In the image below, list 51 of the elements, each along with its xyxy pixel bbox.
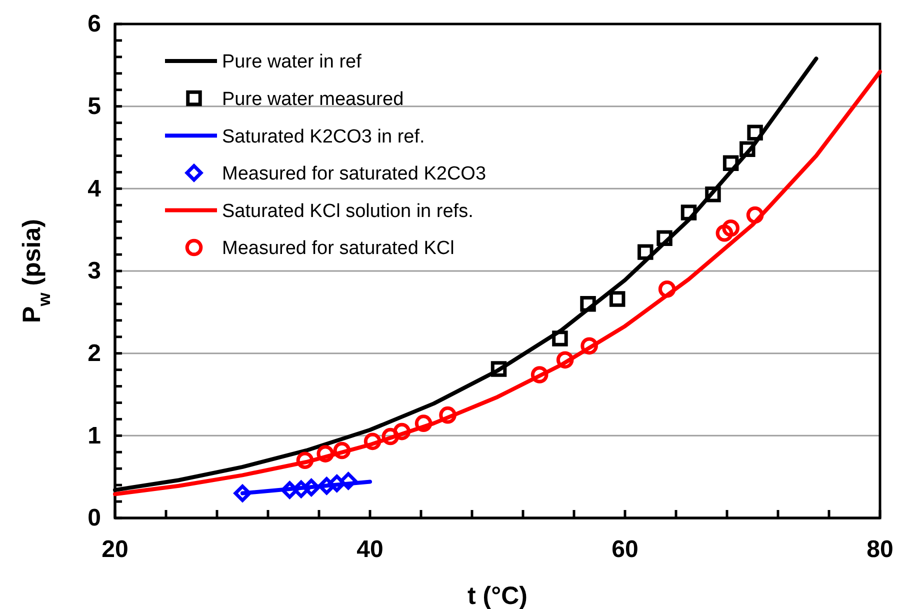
point	[316, 445, 334, 462]
x-tick-label: 60	[612, 536, 638, 564]
point	[680, 204, 697, 220]
point	[722, 220, 740, 237]
point	[364, 432, 382, 450]
point	[580, 296, 596, 312]
y-tick-label: 2	[88, 340, 101, 368]
point	[722, 155, 739, 172]
point	[658, 280, 676, 298]
y-tick-label: 4	[88, 175, 102, 202]
y-tick-label: 0	[88, 504, 101, 532]
point	[393, 422, 411, 440]
y-tick-label: 3	[88, 258, 101, 285]
point	[414, 414, 432, 432]
y-tick-label: 5	[88, 93, 101, 120]
legend-label: Measured for saturated KCl	[222, 238, 454, 260]
point	[302, 478, 320, 496]
legend-label: Pure water in ref	[222, 52, 362, 73]
x-tick-label: 40	[356, 536, 384, 564]
legend-label: Saturated KCl solution in refs.	[222, 200, 474, 222]
point	[716, 224, 734, 242]
y-tick-label: 6	[88, 10, 101, 38]
point	[638, 244, 654, 260]
x-tick-label: 80	[866, 536, 894, 564]
point	[530, 366, 548, 384]
point	[747, 124, 763, 141]
point	[609, 291, 626, 307]
point	[656, 230, 672, 246]
point	[328, 474, 346, 492]
point	[340, 472, 358, 490]
point	[490, 361, 507, 377]
legend-label: Measured for saturated K2CO3	[222, 164, 486, 185]
point	[556, 351, 574, 369]
point	[746, 206, 764, 224]
point	[740, 141, 756, 158]
point	[318, 477, 336, 495]
point	[382, 428, 400, 446]
point	[580, 337, 598, 355]
legend-label: Pure water measured	[222, 88, 404, 110]
y-tick-label: 1	[88, 422, 101, 450]
legend-label: Saturated K2CO3 in ref.	[222, 126, 425, 148]
x-axis-title: t (°C)	[468, 582, 528, 609]
point	[234, 484, 252, 502]
point	[705, 186, 721, 202]
point	[552, 330, 568, 346]
point	[439, 406, 456, 424]
point	[292, 480, 310, 498]
point	[280, 481, 298, 499]
x-tick-label: 20	[102, 536, 128, 564]
point	[296, 452, 314, 470]
point	[333, 442, 351, 460]
